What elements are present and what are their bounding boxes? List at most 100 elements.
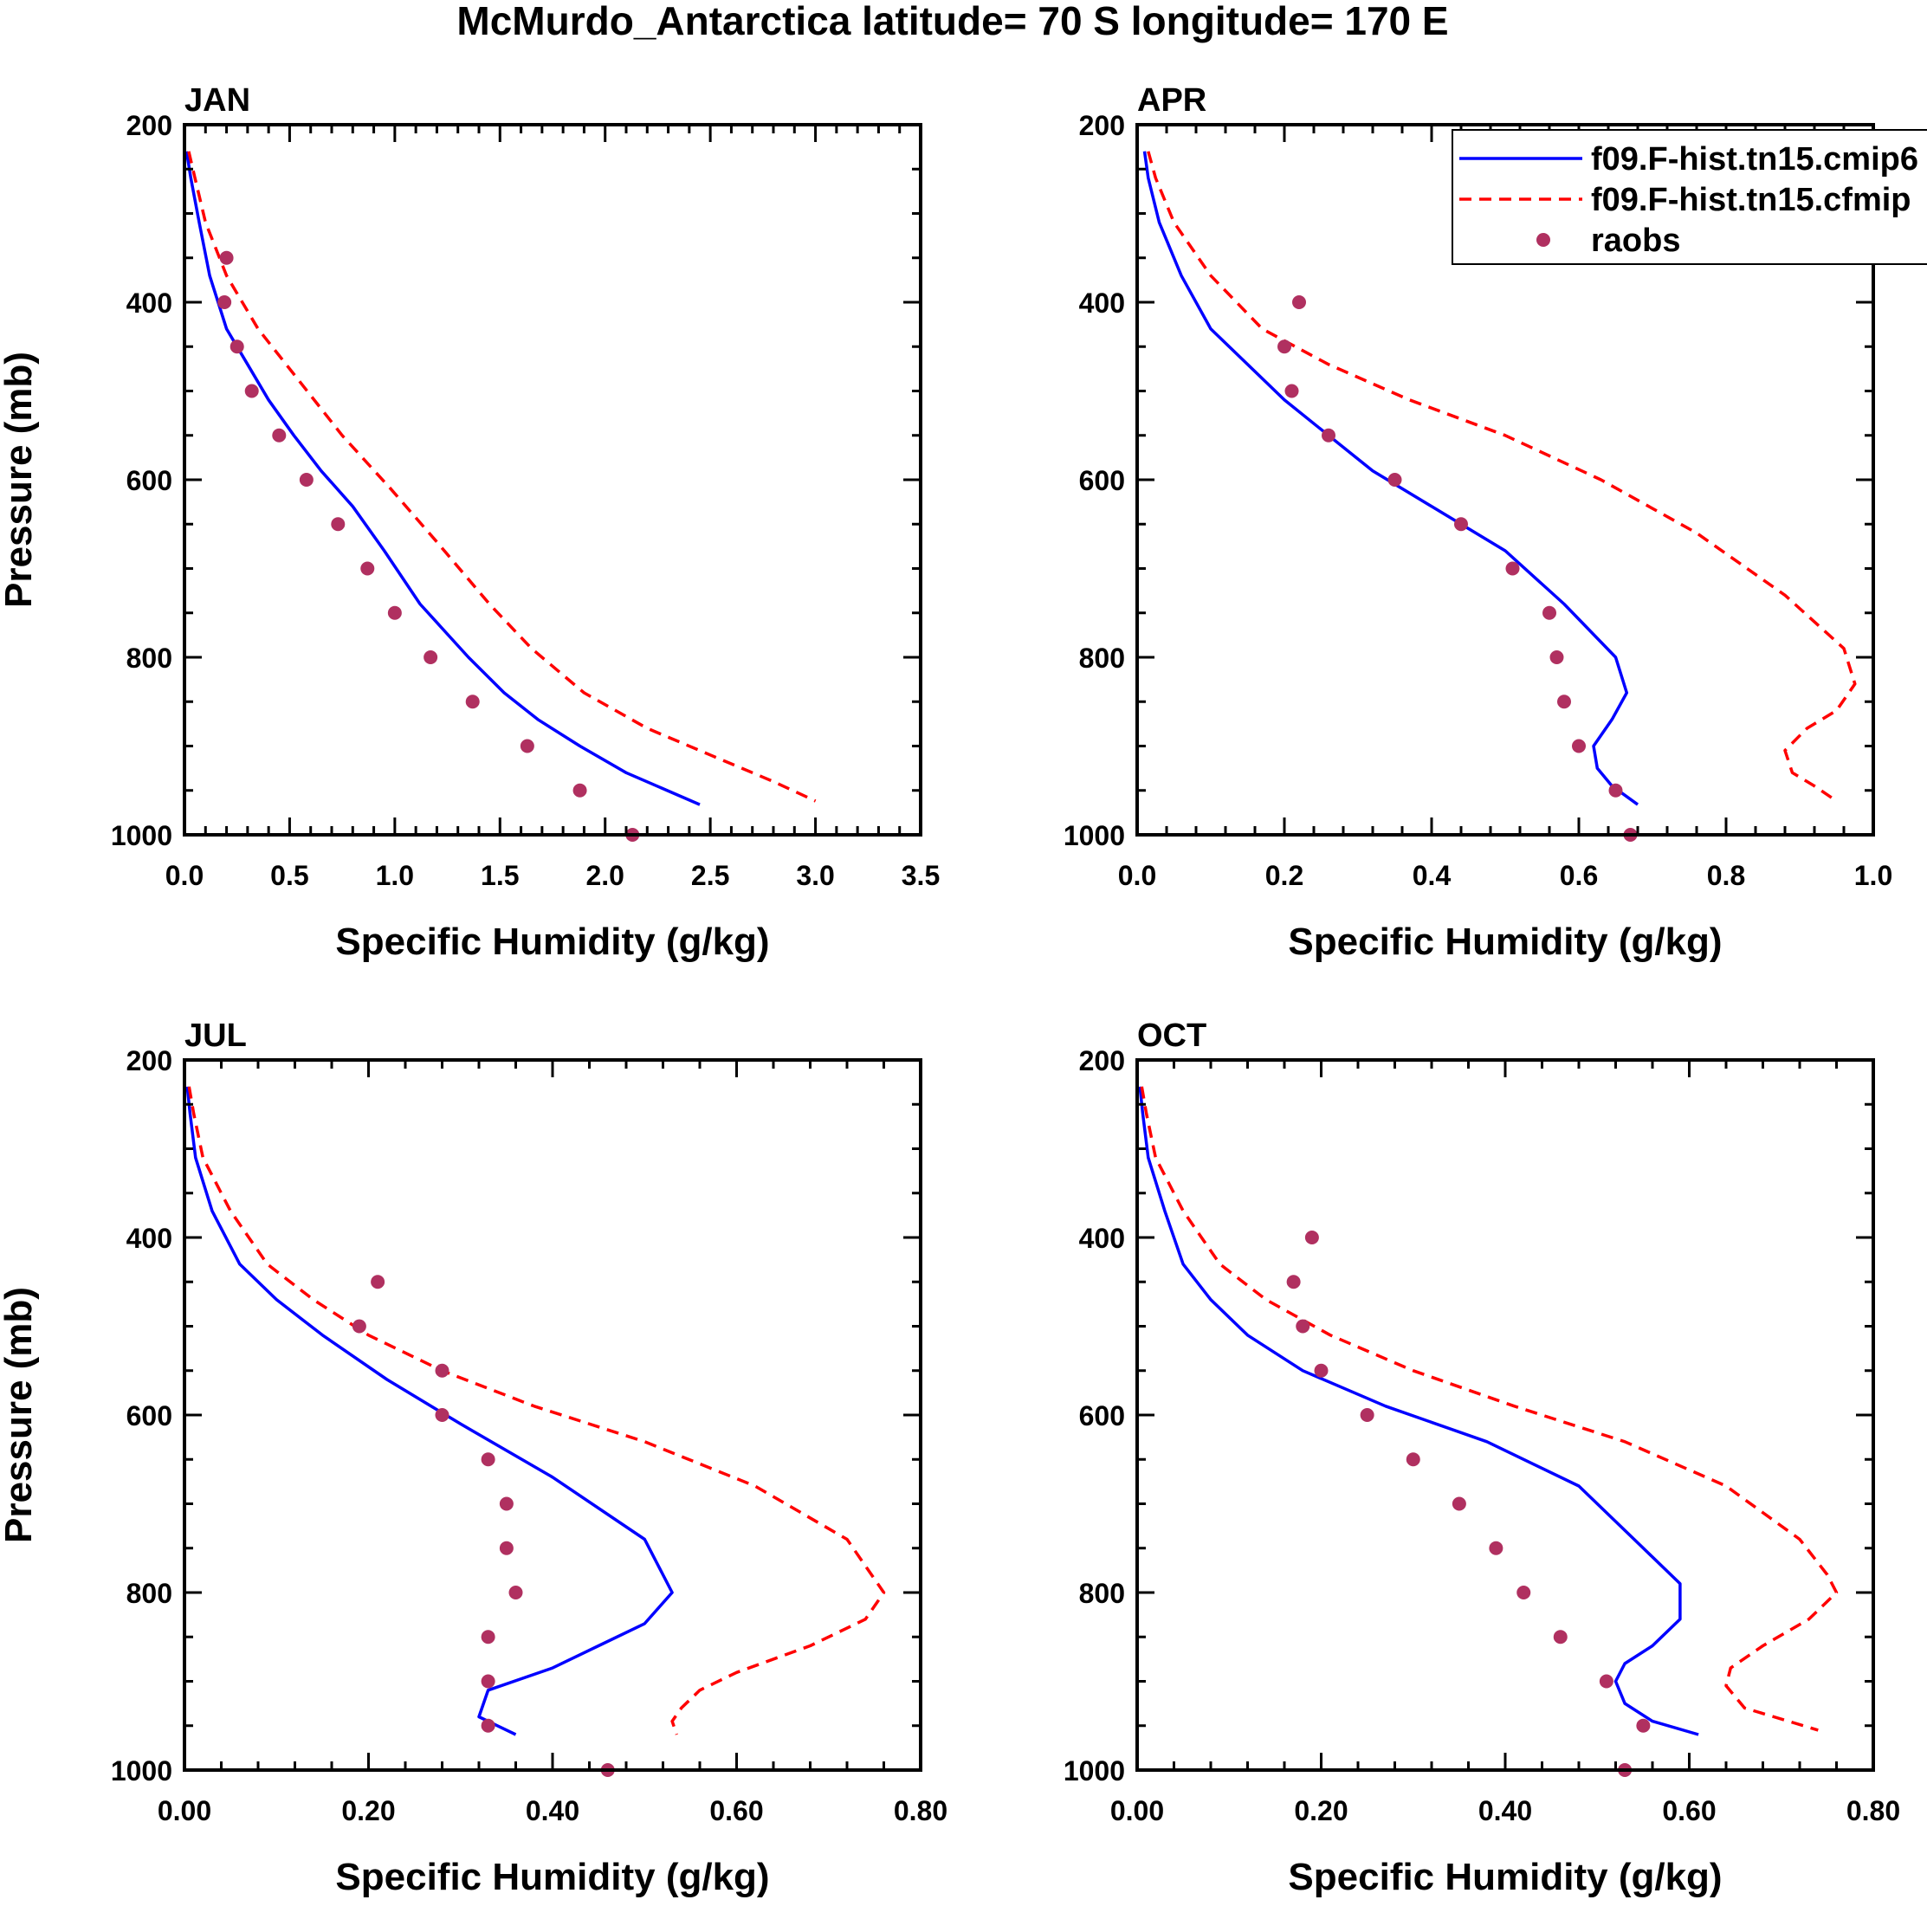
panel-oct: 0.00 0.20 0.40 0.60 0.80 200 400 600 800 1000 OCT S… <box>1064 1018 1900 1898</box>
y-tick-label: 1000 <box>1064 1755 1125 1787</box>
raobs-point <box>1553 1630 1568 1644</box>
legend: f09.F-hist.tn15.cmip6 f09.F-hist.tn15.cfm… <box>1452 129 1927 265</box>
x-tick-label: 0.20 <box>341 1795 395 1826</box>
series-solid <box>185 1086 674 1736</box>
series-dashed <box>187 1086 886 1735</box>
cmip6-line <box>185 1086 674 1736</box>
cfmip-line <box>1147 151 1857 803</box>
x-tick-label: 0.00 <box>1110 1795 1164 1826</box>
y-tick-label: 800 <box>126 1578 172 1609</box>
y-tick-label: 800 <box>126 643 172 674</box>
raobs-point <box>244 384 259 398</box>
cmip6-line <box>1138 1086 1699 1736</box>
raobs-point <box>1608 783 1623 798</box>
raobs-point <box>1292 295 1306 309</box>
series-marker <box>1286 1231 1651 1777</box>
y-tick-label: 1000 <box>1064 820 1125 851</box>
x-axis-label: Specific Humidity (g/kg) <box>1288 921 1722 963</box>
cmip6-line <box>1142 151 1639 806</box>
y-tick-label: 200 <box>126 110 172 141</box>
cmip6-line <box>184 151 701 806</box>
x-tick-label: 0.80 <box>894 1795 947 1826</box>
raobs-point <box>1322 428 1335 443</box>
legend-raobs-marker <box>1536 233 1550 247</box>
raobs-point <box>481 1674 495 1689</box>
y-axis-label: Pressure (mb) <box>0 1287 40 1543</box>
raobs-point <box>424 650 438 664</box>
raobs-point <box>1505 561 1520 576</box>
y-tick-label: 600 <box>1079 465 1125 496</box>
x-tick-label: 3.0 <box>796 860 834 891</box>
raobs-point <box>272 428 287 443</box>
cfmip-line <box>187 1086 886 1735</box>
raobs-point <box>1454 517 1468 532</box>
y-tick-label: 400 <box>126 1223 172 1254</box>
raobs-point <box>481 1630 495 1644</box>
y-tick-label: 1000 <box>111 820 172 851</box>
x-tick-label: 0.0 <box>1118 860 1156 891</box>
series-marker <box>352 1275 615 1777</box>
series-solid <box>1138 1086 1699 1736</box>
y-tick-label: 400 <box>1079 288 1125 319</box>
x-tick-label: 0.80 <box>1846 1795 1900 1826</box>
panel-jan: 0.0 0.5 1.0 1.5 2.0 2.5 3.0 3.5 200 400 600 800 1000… <box>0 82 940 963</box>
raobs-point <box>371 1275 385 1289</box>
raobs-point <box>1296 1319 1310 1334</box>
y-tick-label: 400 <box>1079 1223 1125 1254</box>
x-tick-label: 0.8 <box>1707 860 1745 891</box>
raobs-point <box>1304 1231 1319 1244</box>
raobs-point <box>499 1541 514 1555</box>
x-tick-label: 0.2 <box>1265 860 1303 891</box>
raobs-point <box>465 695 480 709</box>
x-tick-label: 0.60 <box>1662 1795 1716 1826</box>
y-tick-label: 600 <box>126 1400 172 1431</box>
x-tick-label: 0.20 <box>1294 1795 1348 1826</box>
x-tick-label: 0.40 <box>1478 1795 1532 1826</box>
figure-title: McMurdo_Antarctica latitude= 70 S longit… <box>456 0 1448 43</box>
raobs-point <box>1314 1363 1329 1378</box>
plot-frame <box>183 1058 922 1772</box>
raobs-point <box>1406 1452 1420 1467</box>
x-tick-label: 0.00 <box>158 1795 211 1826</box>
raobs-point <box>1452 1496 1466 1511</box>
legend-label: raobs <box>1591 223 1680 259</box>
raobs-point <box>1599 1674 1613 1689</box>
x-axis-label: Specific Humidity (g/kg) <box>335 1856 769 1898</box>
raobs-point <box>1489 1541 1503 1555</box>
x-tick-label: 0.4 <box>1413 860 1452 891</box>
raobs-point <box>331 517 346 532</box>
x-tick-label: 0.60 <box>709 1795 763 1826</box>
raobs-point <box>520 739 534 753</box>
legend-label: f09.F-hist.tn15.cfmip <box>1591 182 1911 218</box>
raobs-point <box>481 1718 495 1733</box>
raobs-point <box>572 783 587 798</box>
x-tick-label: 0.0 <box>165 860 204 891</box>
x-tick-label: 0.5 <box>270 860 308 891</box>
series-marker <box>1277 295 1638 842</box>
y-tick-label: 400 <box>126 288 172 319</box>
series-dashed <box>1147 151 1857 803</box>
raobs-point <box>217 295 232 309</box>
x-tick-label: 0.6 <box>1560 860 1598 891</box>
raobs-point <box>230 339 244 354</box>
panel-apr: 0.0 0.2 0.4 0.6 0.8 1.0 200 400 600 800 1000 APR Spe… <box>1064 82 1892 963</box>
y-tick-label: 200 <box>1079 110 1125 141</box>
x-tick-label: 1.5 <box>481 860 519 891</box>
raobs-point <box>508 1586 523 1599</box>
raobs-point <box>1286 1275 1301 1289</box>
panel-title: JUL <box>184 1018 247 1054</box>
y-tick-label: 600 <box>126 465 172 496</box>
raobs-point <box>1387 473 1402 487</box>
x-tick-label: 2.0 <box>585 860 624 891</box>
y-axis-label: Pressure (mb) <box>0 352 40 608</box>
y-tick-label: 800 <box>1079 1578 1125 1609</box>
series-solid <box>1142 151 1639 806</box>
panel-title: JAN <box>184 82 250 119</box>
y-tick-label: 200 <box>1079 1045 1125 1076</box>
series-dashed <box>1140 1086 1839 1732</box>
x-tick-label: 1.0 <box>1854 860 1892 891</box>
series-marker <box>217 250 640 842</box>
raobs-point <box>1516 1586 1531 1599</box>
raobs-point <box>1636 1718 1651 1733</box>
